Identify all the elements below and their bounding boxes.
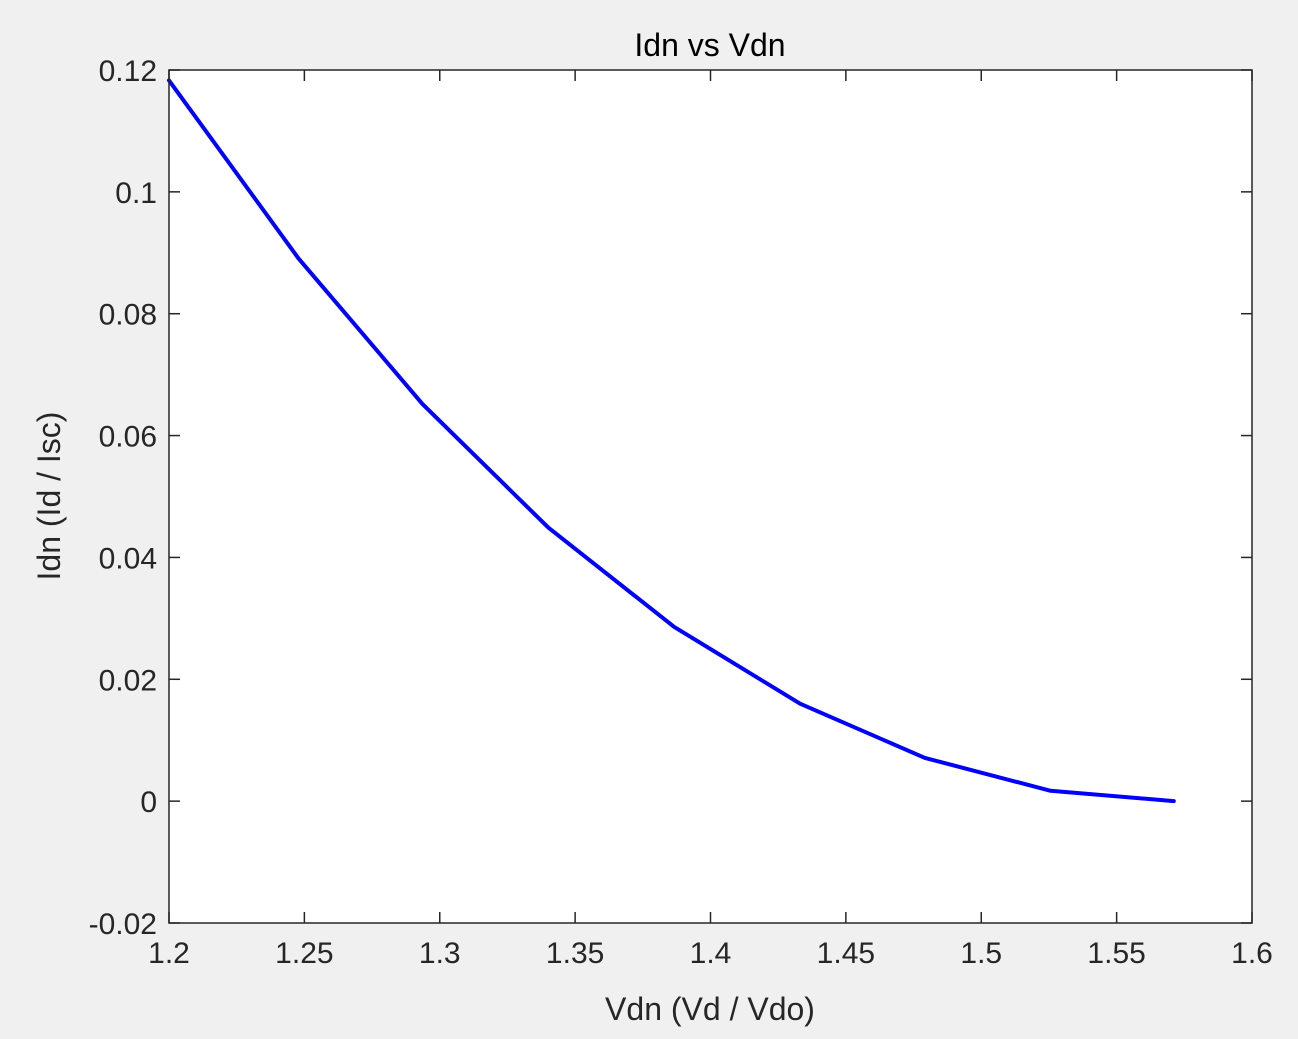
chart-title: Idn vs Vdn <box>634 27 785 63</box>
x-tick-label: 1.4 <box>690 937 732 970</box>
x-tick-label: 1.45 <box>817 937 875 970</box>
x-tick-label: 1.55 <box>1087 937 1145 970</box>
x-tick-label: 1.6 <box>1231 937 1273 970</box>
x-tick-label: 1.35 <box>546 937 604 970</box>
y-tick-label: 0.1 <box>115 177 157 210</box>
x-tick-label: 1.3 <box>419 937 461 970</box>
y-tick-label: 0.04 <box>99 542 157 575</box>
y-tick-label: 0.12 <box>99 55 157 88</box>
x-tick-label: 1.2 <box>148 937 190 970</box>
y-tick-label: 0.06 <box>99 421 157 454</box>
y-tick-label: 0 <box>140 786 157 819</box>
x-axis-label: Vdn (Vd / Vdo) <box>605 991 815 1027</box>
y-tick-label: -0.02 <box>89 908 157 941</box>
y-axis-label: Idn (Id / Isc) <box>31 412 67 581</box>
x-tick-label: 1.25 <box>275 937 333 970</box>
y-tick-label: 0.02 <box>99 664 157 697</box>
y-tick-label: 0.08 <box>99 299 157 332</box>
x-tick-label: 1.5 <box>960 937 1002 970</box>
